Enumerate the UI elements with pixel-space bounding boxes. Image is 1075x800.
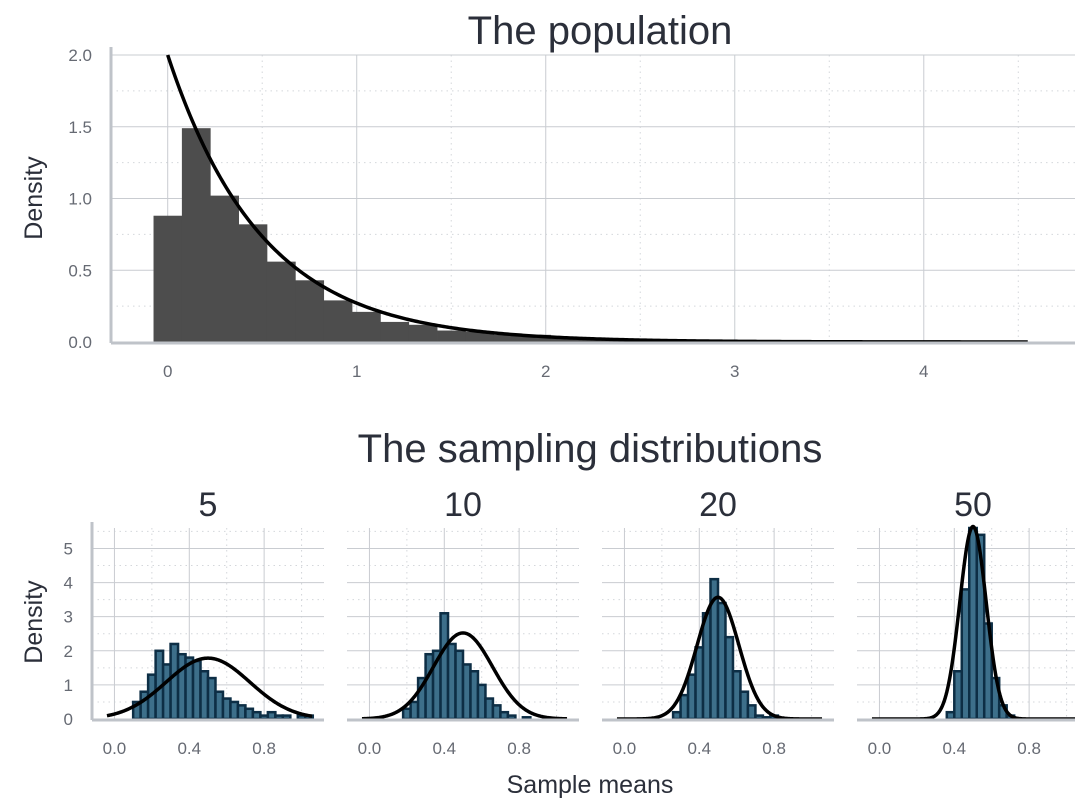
facet-x-tick-label: 0.8 xyxy=(1017,739,1041,758)
sampling-y-ticks: 0 1 2 3 4 5 xyxy=(64,539,73,729)
population-bars xyxy=(153,128,1033,342)
facet-x-tick-label: 0.0 xyxy=(358,739,382,758)
facet-x-tick-label: 0.8 xyxy=(507,739,531,758)
facet-label: 10 xyxy=(444,486,482,524)
population-ticks: 0.0 0.5 1.0 1.5 2.0 0 1 2 3 4 xyxy=(68,46,928,381)
sampling-bar xyxy=(281,714,292,721)
sampling-facets: 5 0.0 0.4 0.8 10 0.0 0.4 0.8 20 0.0 0.4 0.8 50 0.0 0.4… xyxy=(90,486,1075,758)
population-bar xyxy=(181,128,211,342)
sampling-normal-curve xyxy=(361,631,568,721)
sampling-x-label: Sample means xyxy=(507,771,674,799)
sampling-y-tick-label: 3 xyxy=(64,608,73,627)
sampling-y-label: Density xyxy=(20,580,48,664)
sampling-y-tick-label: 1 xyxy=(64,676,73,695)
sampling-facet-10: 10 0.0 0.4 0.8 xyxy=(347,486,579,758)
population-bar xyxy=(352,311,381,342)
facet-x-tick-label: 0.8 xyxy=(762,739,786,758)
population-y-tick-label: 2.0 xyxy=(68,46,92,65)
population-bar xyxy=(323,300,353,342)
population-bar xyxy=(465,331,495,342)
population-x-tick-label: 2 xyxy=(541,362,550,381)
sampling-bar xyxy=(506,714,517,721)
sampling-facet-20: 20 0.0 0.4 0.8 xyxy=(602,486,834,758)
population-x-tick-label: 3 xyxy=(730,362,739,381)
population-bar xyxy=(437,330,466,342)
population-x-tick-label: 1 xyxy=(352,362,361,381)
population-y-tick-label: 0.0 xyxy=(68,333,92,352)
facet-x-tick-label: 0.4 xyxy=(687,739,711,758)
facet-label: 20 xyxy=(699,486,737,524)
sampling-y-tick-label: 0 xyxy=(64,710,73,729)
sampling-y-tick-label: 2 xyxy=(64,642,73,661)
facet-x-tick-label: 0.4 xyxy=(432,739,456,758)
population-panel: The population Density 0.0 0.5 1.0 1.5 2.0 0 1… xyxy=(20,9,1075,381)
facet-x-tick-label: 0.8 xyxy=(252,739,276,758)
facet-x-tick-label: 0.4 xyxy=(942,739,966,758)
sampling-y-tick-label: 5 xyxy=(64,539,73,558)
sampling-facet-50: 50 0.0 0.4 0.8 xyxy=(857,486,1075,758)
population-bar xyxy=(408,324,438,342)
sampling-panel: The sampling distributions Density Sampl… xyxy=(20,427,1075,799)
facet-label: 50 xyxy=(954,486,992,524)
population-bar xyxy=(238,224,268,342)
facet-x-tick-label: 0.0 xyxy=(868,739,892,758)
population-y-tick-label: 0.5 xyxy=(68,261,92,280)
population-x-tick-label: 0 xyxy=(163,362,172,381)
population-y-tick-label: 1.0 xyxy=(68,190,92,209)
population-bar xyxy=(153,215,183,342)
population-bar xyxy=(522,334,551,342)
facet-x-tick-label: 0.0 xyxy=(103,739,127,758)
population-bar xyxy=(550,337,580,342)
facet-label: 5 xyxy=(199,486,218,524)
population-y-tick-label: 1.5 xyxy=(68,118,92,137)
facet-x-tick-label: 0.4 xyxy=(177,739,201,758)
population-bar xyxy=(380,321,410,342)
sampling-facet-5: 5 0.0 0.4 0.8 xyxy=(90,486,324,758)
population-bar xyxy=(210,195,239,342)
facet-x-tick-label: 0.0 xyxy=(613,739,637,758)
population-y-label: Density xyxy=(20,156,48,240)
population-bar xyxy=(493,334,523,342)
population-axes xyxy=(109,47,1075,345)
population-x-tick-label: 4 xyxy=(919,362,928,381)
population-title: The population xyxy=(468,9,733,53)
sampling-title: The sampling distributions xyxy=(358,427,823,471)
population-bar xyxy=(266,261,296,342)
sampling-y-tick-label: 4 xyxy=(64,574,73,593)
sampling-normal-curve xyxy=(106,656,313,718)
population-bar xyxy=(295,280,325,342)
